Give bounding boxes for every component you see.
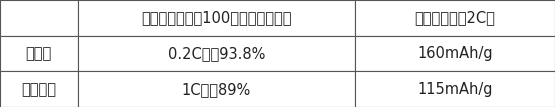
Bar bbox=[355, 36, 555, 71]
Bar bbox=[78, 71, 355, 107]
Bar bbox=[0, 71, 78, 107]
Text: 115mAh/g: 115mAh/g bbox=[417, 82, 493, 97]
Bar bbox=[78, 0, 355, 36]
Text: 高倍率性能（2C）: 高倍率性能（2C） bbox=[415, 10, 496, 25]
Bar bbox=[0, 36, 78, 71]
Bar bbox=[78, 36, 355, 71]
Bar bbox=[0, 0, 78, 36]
Bar bbox=[355, 0, 555, 36]
Bar bbox=[355, 71, 555, 107]
Text: 本发明: 本发明 bbox=[26, 46, 52, 61]
Text: 其他发明: 其他发明 bbox=[21, 82, 57, 97]
Text: 1C下，89%: 1C下，89% bbox=[182, 82, 251, 97]
Text: 0.2C下，93.8%: 0.2C下，93.8% bbox=[168, 46, 265, 61]
Text: 循环稳定性能（100圈容量保持率）: 循环稳定性能（100圈容量保持率） bbox=[141, 10, 292, 25]
Text: 160mAh/g: 160mAh/g bbox=[417, 46, 493, 61]
